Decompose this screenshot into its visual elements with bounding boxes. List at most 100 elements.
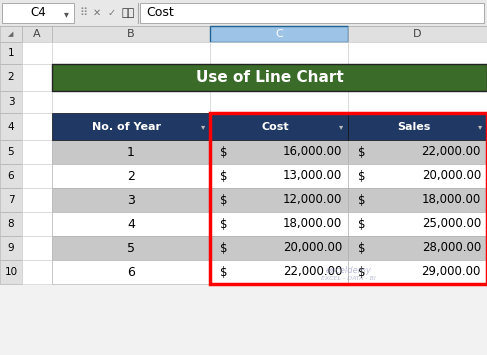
Text: 8: 8 bbox=[8, 219, 14, 229]
Bar bbox=[22, 260, 52, 284]
Text: 1: 1 bbox=[8, 48, 14, 58]
Bar bbox=[0, 0, 487, 26]
Bar bbox=[210, 164, 348, 188]
Text: ✕: ✕ bbox=[93, 8, 101, 18]
Text: 25,000.00: 25,000.00 bbox=[422, 218, 481, 230]
Text: C4: C4 bbox=[30, 6, 46, 20]
Bar bbox=[0, 236, 22, 260]
Bar bbox=[52, 164, 210, 188]
Bar bbox=[348, 260, 487, 284]
Text: $: $ bbox=[220, 146, 227, 158]
Bar bbox=[22, 212, 52, 236]
Bar bbox=[52, 236, 210, 260]
Text: 28,000.00: 28,000.00 bbox=[422, 241, 481, 255]
Text: $: $ bbox=[358, 193, 366, 207]
Bar bbox=[0, 42, 22, 64]
Text: 3: 3 bbox=[8, 97, 14, 107]
Bar bbox=[22, 64, 52, 91]
Text: $: $ bbox=[358, 266, 366, 279]
Bar bbox=[52, 212, 210, 236]
Bar bbox=[52, 113, 210, 140]
Text: 𝑓𝑥: 𝑓𝑥 bbox=[121, 8, 134, 18]
Bar bbox=[52, 91, 210, 113]
Text: 2: 2 bbox=[127, 169, 135, 182]
Bar bbox=[210, 113, 487, 284]
Text: 9: 9 bbox=[8, 243, 14, 253]
Text: $: $ bbox=[358, 241, 366, 255]
Bar bbox=[210, 260, 348, 284]
Text: C: C bbox=[275, 29, 283, 39]
Text: $: $ bbox=[220, 241, 227, 255]
Text: $: $ bbox=[358, 169, 366, 182]
Bar bbox=[0, 140, 22, 164]
Text: Use of Line Chart: Use of Line Chart bbox=[196, 70, 343, 85]
Text: $: $ bbox=[358, 218, 366, 230]
Text: 3: 3 bbox=[127, 193, 135, 207]
Bar bbox=[0, 212, 22, 236]
Bar bbox=[348, 91, 487, 113]
Bar bbox=[0, 26, 22, 42]
Bar bbox=[2, 3, 74, 23]
Text: $: $ bbox=[220, 193, 227, 207]
Text: ✓: ✓ bbox=[108, 8, 116, 18]
Bar bbox=[210, 26, 348, 42]
Text: EXCEL - DATA - BI: EXCEL - DATA - BI bbox=[321, 276, 376, 281]
Text: Cost: Cost bbox=[261, 121, 289, 131]
Text: 6: 6 bbox=[8, 171, 14, 181]
Text: ⠿: ⠿ bbox=[79, 8, 87, 18]
Text: B: B bbox=[127, 29, 135, 39]
Text: ▾: ▾ bbox=[64, 9, 69, 19]
Bar bbox=[348, 42, 487, 64]
Text: 1: 1 bbox=[127, 146, 135, 158]
Bar bbox=[210, 212, 348, 236]
Text: 13,000.00: 13,000.00 bbox=[283, 169, 342, 182]
Bar bbox=[52, 188, 210, 212]
Bar bbox=[348, 164, 487, 188]
Bar bbox=[210, 91, 348, 113]
Text: $: $ bbox=[220, 218, 227, 230]
Text: ▾: ▾ bbox=[201, 122, 205, 131]
Bar bbox=[210, 140, 348, 164]
Text: $: $ bbox=[220, 266, 227, 279]
Bar bbox=[0, 91, 22, 113]
Bar bbox=[0, 113, 22, 140]
Text: 22,000.00: 22,000.00 bbox=[422, 146, 481, 158]
Text: ▾: ▾ bbox=[478, 122, 482, 131]
Bar bbox=[22, 26, 52, 42]
Bar bbox=[210, 188, 348, 212]
Text: 5: 5 bbox=[127, 241, 135, 255]
Text: ◢: ◢ bbox=[8, 31, 14, 37]
Text: $: $ bbox=[358, 146, 366, 158]
Bar bbox=[348, 113, 487, 140]
Text: A: A bbox=[33, 29, 41, 39]
Bar bbox=[22, 164, 52, 188]
Bar bbox=[52, 26, 210, 42]
Bar bbox=[348, 236, 487, 260]
Text: 4: 4 bbox=[8, 121, 14, 131]
Bar bbox=[348, 188, 487, 212]
Bar bbox=[52, 42, 210, 64]
Bar bbox=[348, 26, 487, 42]
Bar bbox=[22, 140, 52, 164]
Text: 16,000.00: 16,000.00 bbox=[282, 146, 342, 158]
Text: No. of Year: No. of Year bbox=[93, 121, 162, 131]
Bar bbox=[140, 3, 484, 23]
Bar bbox=[0, 164, 22, 188]
Bar bbox=[22, 42, 52, 64]
Text: 20,000.00: 20,000.00 bbox=[283, 241, 342, 255]
Text: 5: 5 bbox=[8, 147, 14, 157]
Bar bbox=[210, 236, 348, 260]
Text: 20,000.00: 20,000.00 bbox=[422, 169, 481, 182]
Text: 4: 4 bbox=[127, 218, 135, 230]
Text: 22,000.00: 22,000.00 bbox=[282, 266, 342, 279]
Bar bbox=[0, 260, 22, 284]
Text: Cost: Cost bbox=[146, 6, 174, 20]
Text: $: $ bbox=[220, 169, 227, 182]
Text: 6: 6 bbox=[127, 266, 135, 279]
Text: ▾: ▾ bbox=[339, 122, 343, 131]
Text: D: D bbox=[413, 29, 422, 39]
Bar bbox=[0, 188, 22, 212]
Text: 12,000.00: 12,000.00 bbox=[282, 193, 342, 207]
Text: 10: 10 bbox=[4, 267, 18, 277]
Bar bbox=[52, 260, 210, 284]
